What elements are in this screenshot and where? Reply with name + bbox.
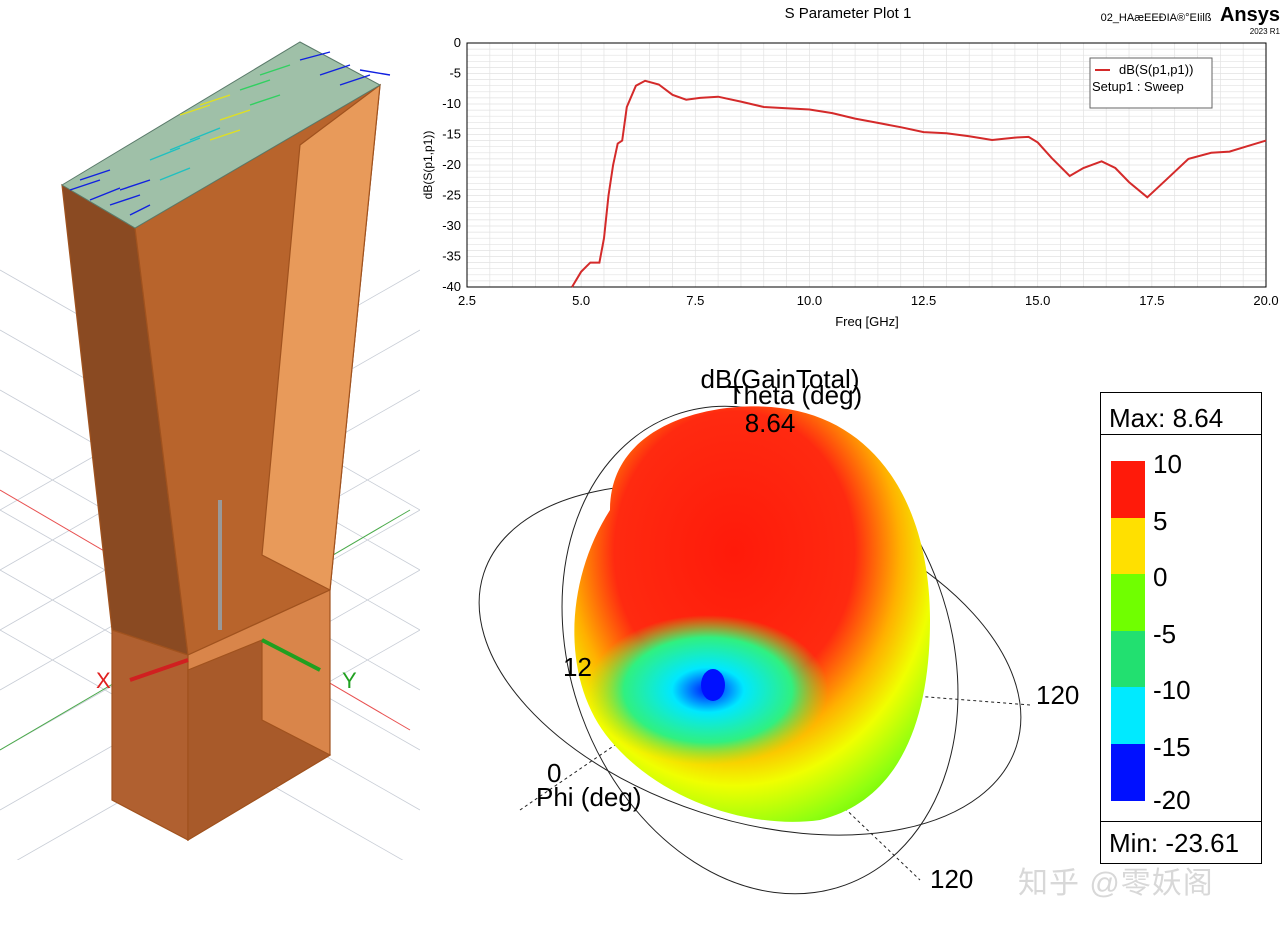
legend-max-label: Max: 8.64 (1101, 393, 1261, 435)
legend-band-swatch (1111, 574, 1145, 631)
y-tick-label: 0 (454, 35, 461, 50)
phi-axis-label: Phi (deg) (536, 782, 642, 812)
legend-band-swatch (1111, 743, 1145, 801)
legend-band-label: 5 (1153, 505, 1168, 536)
pattern-title: dB(GainTotal) (701, 364, 860, 394)
legend-band-swatch (1111, 517, 1145, 575)
axis-ticks: 2.5 5.0 7.5 10.0 12.5 15.0 17.5 20.0 0 -5 -10 -15 -2… (442, 35, 1278, 308)
y-tick-label: -5 (449, 66, 461, 81)
legend-band-label: 0 (1153, 562, 1168, 592)
s11-trace-line[interactable] (571, 79, 1267, 288)
x-axis-arrow (129, 658, 189, 682)
y-tick-label: -35 (442, 249, 461, 264)
x-tick-label: 20.0 (1253, 293, 1278, 308)
x-tick-label: 10.0 (797, 293, 822, 308)
watermark-text: 知乎 @零妖阁 (1018, 867, 1214, 900)
y-tick-label: -30 (442, 218, 461, 233)
y-tick-label: -10 (442, 96, 461, 111)
theta-120-tick-bottom: 120 (930, 864, 973, 894)
legend-band-label: -10 (1153, 675, 1191, 705)
x-tick-label: 2.5 (458, 293, 476, 308)
gain-color-scale: Max: 8.64 10 5 0 -5 -10 -15 -20 Min: -23.61 (1100, 392, 1262, 864)
y-axis-label: Y (342, 668, 357, 693)
legend-band-label: -15 (1153, 731, 1191, 762)
legend-band-swatch (1111, 687, 1145, 744)
gain-pattern-surface[interactable] (574, 406, 930, 822)
brand-name: Ansys (1219, 4, 1280, 26)
chart-title: S Parameter Plot 1 (785, 5, 912, 22)
phi-zero-tick: 0 (547, 758, 561, 788)
y-axis-arrow (261, 638, 321, 672)
x-tick-label: 7.5 (686, 293, 704, 308)
radiation-pattern-3d[interactable]: dB(GainTotal) Theta (deg) 8.64 12 0 Phi … (460, 360, 1090, 920)
legend-band-label: -5 (1153, 618, 1177, 649)
y-tick-label: -40 (442, 279, 461, 294)
ansys-logo: 02_HAæEEÐIA®°EIilß Ansys 2023 R1 (1101, 4, 1280, 36)
trace-legend[interactable]: dB(S(p1,p1)) Setup1 : Sweep (1089, 57, 1213, 109)
x-tick-label: 15.0 (1025, 293, 1050, 308)
legend-band-label: 10 (1153, 449, 1182, 479)
legend-band-swatch (1111, 461, 1145, 518)
x-axis-title: Freq [GHz] (835, 314, 899, 329)
theta-axis-label: Theta (deg) (728, 380, 862, 410)
brand-version: 2023 R1 (1249, 27, 1280, 36)
s-parameter-chart[interactable]: S Parameter Plot 1 2.5 5.0 7.5 10.0 12.5 15.0… (420, 0, 1288, 340)
legend-trace-label: dB(S(p1,p1)) (1119, 62, 1193, 77)
legend-setup-label: Setup1 : Sweep (1092, 79, 1184, 94)
x-tick-label: 12.5 (911, 293, 936, 308)
y-tick-label: -25 (442, 188, 461, 203)
peak-value-label: 8.64 (745, 408, 796, 438)
project-label: 02_HAæEEÐIA®°EIilß (1100, 12, 1212, 24)
horn-aperture (61, 41, 382, 229)
horn-body[interactable] (61, 83, 381, 842)
y-axis-title: dB(S(p1,p1)) (421, 131, 435, 200)
y-tick-label: -20 (442, 157, 461, 172)
field-vectors (69, 51, 391, 216)
x-tick-label: 17.5 (1139, 293, 1164, 308)
plot-area (466, 42, 1267, 288)
theta-120-tick-right: 120 (1036, 680, 1079, 710)
x-tick-label: 5.0 (572, 293, 590, 308)
legend-min-label: Min: -23.61 (1101, 821, 1261, 863)
partial-tick-label: 12 (563, 652, 592, 682)
x-axis-label: X (96, 668, 111, 693)
y-tick-label: -15 (442, 127, 461, 142)
horn-3d-view[interactable]: X Y (0, 30, 420, 860)
legend-band-swatch (1111, 630, 1145, 688)
legend-bottom-label: -20 (1153, 785, 1191, 815)
